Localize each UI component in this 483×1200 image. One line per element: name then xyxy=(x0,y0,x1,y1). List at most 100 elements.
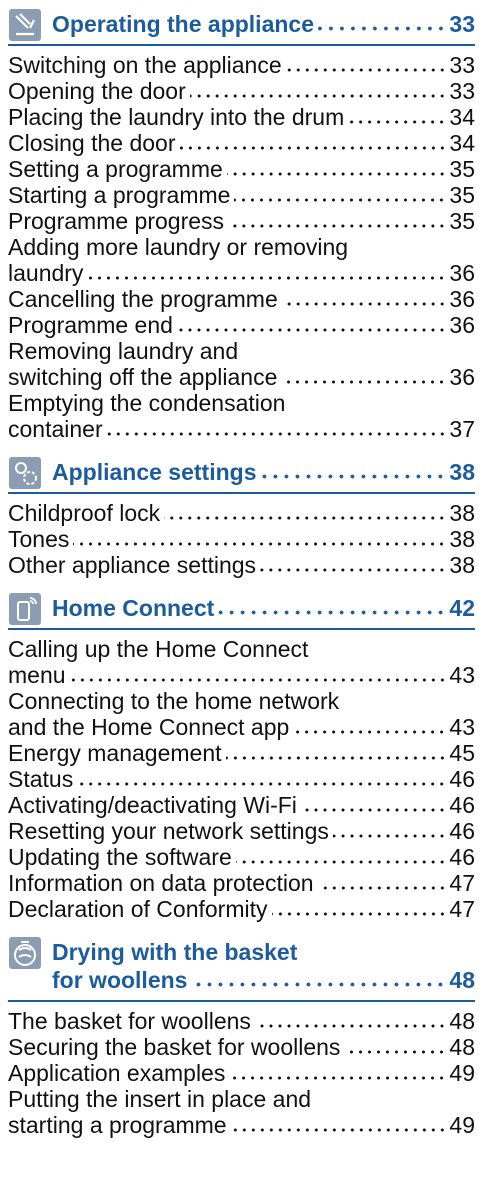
dot-leader xyxy=(176,328,447,332)
toc-entry: Tones 38 xyxy=(8,526,475,552)
entry-title: switching off the appliance xyxy=(8,364,278,390)
entry-title: Resetting your network settings xyxy=(8,818,329,844)
toc-entry: Information on data protection 47 xyxy=(8,870,475,896)
entry-page: 36 xyxy=(449,260,475,286)
toc-entry: Calling up the Home Connect xyxy=(8,636,475,662)
entry-page: 47 xyxy=(449,896,475,922)
section-heading: Drying with the basket for woollens 48 xyxy=(8,934,475,1002)
dot-leader xyxy=(191,982,447,987)
dot-leader xyxy=(254,1024,447,1028)
dot-leader xyxy=(218,610,447,615)
section-page: 38 xyxy=(449,459,475,485)
toc-entry: Starting a programme 35 xyxy=(8,182,475,208)
toc-entry: Setting a programme 35 xyxy=(8,156,475,182)
table-of-contents: Operating the appliance 33 Switching on th… xyxy=(8,6,475,1138)
entry-page: 36 xyxy=(449,286,475,312)
dot-leader xyxy=(87,276,447,280)
dot-leader xyxy=(317,886,447,890)
section-page: 48 xyxy=(449,967,475,993)
entry-page: 38 xyxy=(449,526,475,552)
dot-leader xyxy=(271,912,447,916)
toc-section: Drying with the basket for woollens 48 The … xyxy=(8,934,475,1138)
toc-entry: menu 43 xyxy=(8,662,475,688)
toc-entry: Emptying the condensation xyxy=(8,390,475,416)
entry-title: Removing laundry and xyxy=(8,338,239,364)
section-title: Drying with the basket xyxy=(52,939,298,965)
entry-title: container xyxy=(8,416,103,442)
entry-title: Adding more laundry or removing xyxy=(8,234,349,260)
toc-entry: Childproof lock 38 xyxy=(8,500,475,526)
section-page: 33 xyxy=(449,11,475,37)
dot-leader xyxy=(318,26,447,31)
dot-leader xyxy=(179,146,447,150)
heading-line: for woollens 48 xyxy=(8,966,475,994)
entry-title: Setting a programme xyxy=(8,156,223,182)
dot-leader xyxy=(281,302,447,306)
entry-title: Placing the laundry into the drum xyxy=(8,104,345,130)
toc-entry: Resetting your network settings 46 xyxy=(8,818,475,844)
dot-leader xyxy=(234,198,447,202)
toc-entry: switching off the appliance 36 xyxy=(8,364,475,390)
toc-entry: Adding more laundry or removing xyxy=(8,234,475,260)
dot-leader xyxy=(285,68,447,72)
entry-title: Updating the software xyxy=(8,844,232,870)
dot-leader xyxy=(229,1076,447,1080)
dot-leader xyxy=(300,808,447,812)
toc-section: Operating the appliance 33 Switching on th… xyxy=(8,6,475,442)
toc-entry: Securing the basket for woollens 48 xyxy=(8,1034,475,1060)
toc-entry: Putting the insert in place and xyxy=(8,1086,475,1112)
entry-title: Declaration of Conformity xyxy=(8,896,268,922)
section-icon xyxy=(9,9,41,41)
dot-leader xyxy=(164,516,447,520)
entry-title: Connecting to the home network xyxy=(8,688,340,714)
entry-page: 46 xyxy=(449,766,475,792)
toc-entry: Removing laundry and xyxy=(8,338,475,364)
entry-page: 46 xyxy=(449,792,475,818)
entry-title: Tones xyxy=(8,526,70,552)
entry-page: 49 xyxy=(449,1112,475,1138)
entry-title: and the Home Connect app xyxy=(8,714,290,740)
entry-page: 48 xyxy=(449,1034,475,1060)
dot-leader xyxy=(235,860,447,864)
toc-entry: container 37 xyxy=(8,416,475,442)
toc-entry: Placing the laundry into the drum 34 xyxy=(8,104,475,130)
dot-leader xyxy=(226,172,447,176)
dot-leader xyxy=(73,542,447,546)
dot-leader xyxy=(344,1050,447,1054)
entry-page: 37 xyxy=(449,416,475,442)
entry-title: Calling up the Home Connect xyxy=(8,636,309,662)
entry-page: 47 xyxy=(449,870,475,896)
toc-entry: Programme end 36 xyxy=(8,312,475,338)
toc-entry: Programme progress 35 xyxy=(8,208,475,234)
dot-leader xyxy=(225,756,447,760)
dot-leader xyxy=(189,94,447,98)
entry-title: Switching on the appliance xyxy=(8,52,282,78)
toc-entry: Energy management 45 xyxy=(8,740,475,766)
toc-entry: Connecting to the home network xyxy=(8,688,475,714)
entry-title: Other appliance settings xyxy=(8,552,257,578)
heading-line: Operating the appliance 33 xyxy=(8,10,475,38)
entry-page: 43 xyxy=(449,662,475,688)
dot-leader xyxy=(106,432,447,436)
entry-page: 43 xyxy=(449,714,475,740)
toc-entry: Updating the software 46 xyxy=(8,844,475,870)
dot-leader xyxy=(77,782,447,786)
toc-entry: laundry 36 xyxy=(8,260,475,286)
entry-title: The basket for woollens xyxy=(8,1008,251,1034)
entry-title: Activating/deactivating Wi-Fi xyxy=(8,792,297,818)
dot-leader xyxy=(260,568,447,572)
toc-entry: Status 46 xyxy=(8,766,475,792)
entry-page: 45 xyxy=(449,740,475,766)
entry-page: 35 xyxy=(449,208,475,234)
entry-page: 48 xyxy=(449,1008,475,1034)
entry-page: 35 xyxy=(449,156,475,182)
entry-title: starting a programme xyxy=(8,1112,227,1138)
section-title: Operating the appliance xyxy=(52,11,314,37)
section-heading: Appliance settings 38 xyxy=(8,454,475,494)
toc-section: Home Connect 42 Calling up the Home Connec… xyxy=(8,590,475,922)
heading-line: Home Connect 42 xyxy=(8,594,475,622)
toc-entry: Closing the door 34 xyxy=(8,130,475,156)
toc-section: Appliance settings 38 Childproof lock 38 Ton… xyxy=(8,454,475,578)
entry-page: 38 xyxy=(449,552,475,578)
